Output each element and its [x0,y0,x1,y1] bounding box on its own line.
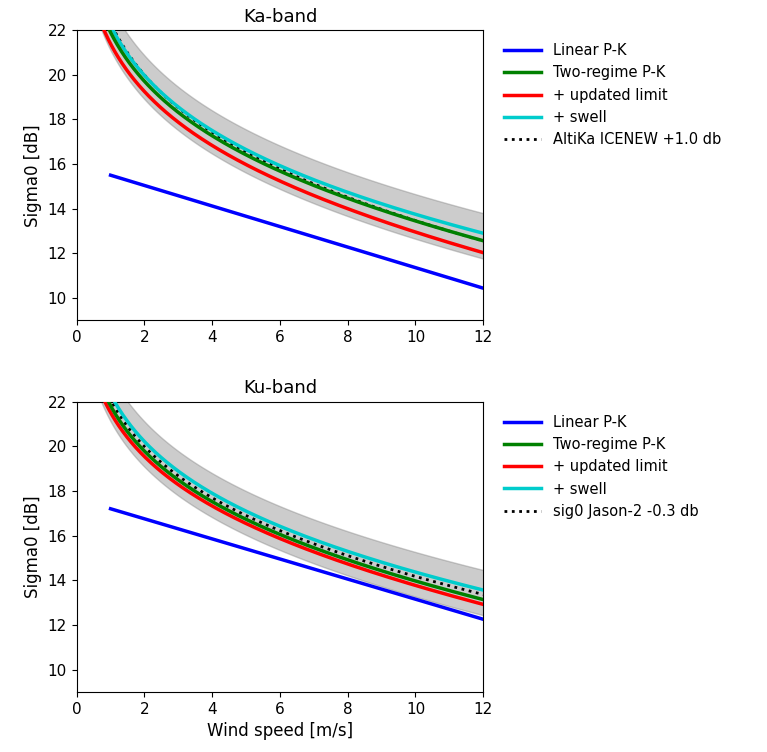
X-axis label: Wind speed [m/s]: Wind speed [m/s] [207,722,353,740]
Title: Ka-band: Ka-band [243,8,317,26]
Legend: Linear P-K, Two-regime P-K, + updated limit, + swell, sig0 Jason-2 -0.3 db: Linear P-K, Two-regime P-K, + updated li… [499,409,704,525]
Legend: Linear P-K, Two-regime P-K, + updated limit, + swell, AltiKa ICENEW +1.0 db: Linear P-K, Two-regime P-K, + updated li… [499,38,726,153]
Y-axis label: Sigma0 [dB]: Sigma0 [dB] [24,496,42,598]
Title: Ku-band: Ku-band [243,379,317,397]
Y-axis label: Sigma0 [dB]: Sigma0 [dB] [24,124,42,226]
